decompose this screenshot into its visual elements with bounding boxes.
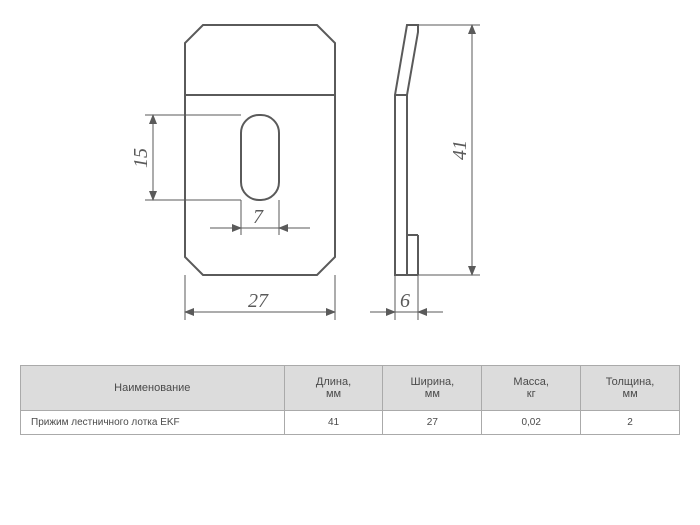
technical-drawing: 27 7 15 41 6 [0,10,700,350]
dim-41: 41 [449,140,471,160]
col-thickness: Толщина,мм [581,366,680,411]
col-width: Ширина,мм [383,366,482,411]
cell-thickness: 2 [581,411,680,435]
side-view-outline [395,25,418,275]
cell-name: Прижим лестничного лотка EKF [21,411,285,435]
dim-6: 6 [400,290,410,312]
dim-7: 7 [253,206,264,228]
cell-length: 41 [284,411,383,435]
col-length: Длина,мм [284,366,383,411]
slot [241,115,279,200]
dim-27: 27 [248,290,269,312]
cell-width: 27 [383,411,482,435]
cell-mass: 0,02 [482,411,581,435]
front-view-outline [185,25,335,275]
col-name: Наименование [21,366,285,411]
spec-table: Наименование Длина,мм Ширина,мм Масса,кг… [20,365,680,435]
table-row: Прижим лестничного лотка EKF 41 27 0,02 … [21,411,680,435]
dim-15: 15 [130,148,152,168]
col-mass: Масса,кг [482,366,581,411]
